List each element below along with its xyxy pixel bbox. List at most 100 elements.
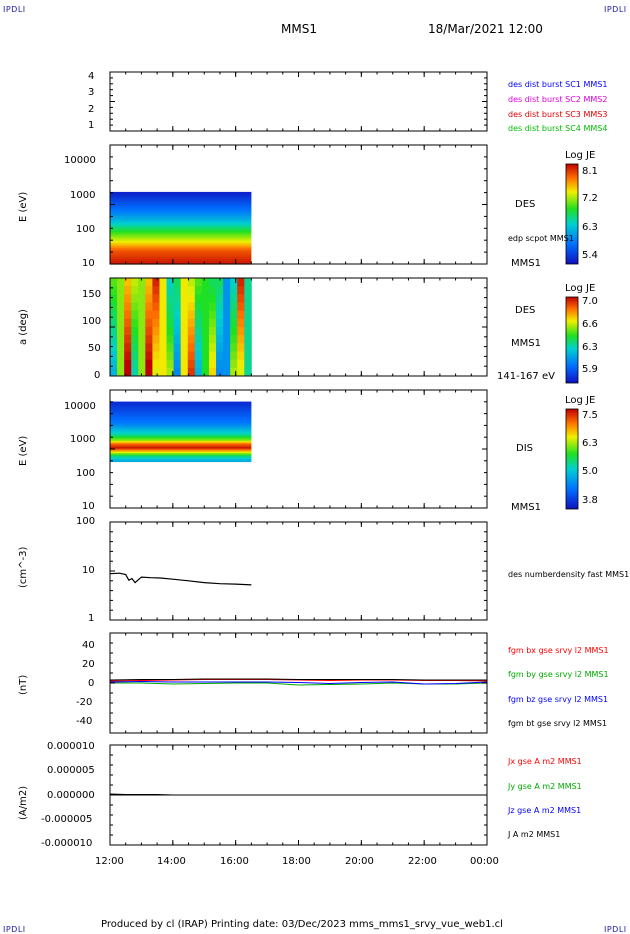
p2-spectrogram-band [110,211,252,215]
p3-pad-cell [159,327,167,336]
p3-pad-cell [110,335,118,344]
p2-spectrogram-band [110,245,252,249]
p3-pad-cell [230,343,238,352]
p3-pad-cell [138,294,146,303]
p3-pad-cell [173,343,182,352]
p3-pad-cell [152,278,160,287]
p4-spectrogram-band [110,427,252,430]
p3-pad-cell [124,278,132,287]
p3-pad-cell [131,302,139,312]
datetime-title: 18/Mar/2021 12:00 [428,22,543,36]
p3-pad-cell [216,351,224,361]
p4-spectrogram-band [110,437,252,440]
p3-pad-cell [180,343,189,352]
p4-right-label: DIS [516,443,533,454]
p3-pad-cell [138,335,146,344]
p2-spectrogram-band [110,247,252,251]
p3-pad-cell [173,302,182,312]
p2-spectrogram-band [110,236,252,240]
p3-pad-cell [223,294,231,303]
p3-pad-cell [216,343,224,352]
p3-pad-cell [216,318,224,328]
p3-cb-tick-2: 6.6 [582,319,598,330]
p3-pad-cell [244,278,252,287]
left-logo-text: IPDLI [3,5,26,14]
p3-pad-cell [244,286,252,295]
xtick-1800: 18:00 [282,856,311,867]
p3-cb-tick-max: 7.0 [582,296,598,307]
p3-pad-cell [208,327,217,336]
p3-pad-cell [230,278,238,287]
p4-spectrogram-band [110,406,252,409]
p3-pad-cell [110,310,118,320]
p6-ytick-20: 20 [82,659,95,670]
p3-pad-cell [237,367,245,377]
xtick-1200: 12:00 [95,856,124,867]
p3-pad-cell [152,294,160,303]
p3-ytick-0: 0 [94,370,101,381]
p3-ytick-100: 100 [82,316,102,327]
right-logo-text: IPDLI [604,5,627,14]
p3-pad-cell [194,343,203,352]
p4-spectrogram-band [110,456,252,460]
p3-pad-cell [180,294,189,303]
p3-pad-cell [216,359,224,369]
p4-spectrogram-band [110,433,252,436]
p3-pad-cell [230,294,238,303]
p3-pad-cell [138,318,146,328]
p2-cb-tick-3: 6.3 [582,222,598,233]
p3-pad-cell [187,367,196,377]
p3-pad-cell [117,359,125,369]
p2-spectrogram-band [110,262,252,265]
p4-ytick-10: 10 [82,501,95,512]
p4-spectrogram-band [110,448,252,451]
p2-spectrogram-band [110,233,252,236]
p3-pad-cell [138,343,146,352]
p3-pad-cell [124,310,132,320]
p3-pad-cell [223,343,231,352]
p3-pad-cell [187,359,196,369]
p3-pad-cell [159,318,167,328]
p3-pad-cell [110,318,118,328]
p6-legend-bt: fgm bt gse srvy l2 MMS1 [508,719,607,728]
p3-pad-cell [187,327,196,336]
p4-spectrogram-band [110,418,252,421]
p3-pad-cell [110,351,118,361]
p3-pad-cell [138,302,146,312]
p3-pad-cell [201,310,210,320]
p3-pad-cell [131,351,139,361]
p2-spectrogram-band [110,215,252,218]
p2-spectrogram-band [110,256,252,260]
footer-text: Produced by cl (IRAP) Printing date: 03/… [101,919,503,930]
p3-pad-cell [194,294,203,303]
p4-spectrogram-band [110,430,252,433]
p4-spectrogram-band [110,440,252,443]
p7-ytick-1: 0.000005 [47,765,95,776]
p4-cb-tick-2: 6.3 [582,438,598,449]
p3-pad-cell [180,318,189,328]
p3-pad-cell [216,310,224,320]
p2-spectrogram-band [110,258,252,261]
p3-pad-cell [166,286,175,295]
p5-ytick-1: 1 [88,613,95,624]
p2-spectrogram-band [110,213,252,216]
p2-spectrogram-band [110,217,252,220]
p2-spectrogram-band [110,220,252,224]
p3-pad-cell [180,302,189,312]
p4-spectrogram-band [110,459,252,463]
p6-ytick-0: 0 [88,678,95,689]
p3-pad-cell [138,286,146,295]
p3-pad-cell [110,286,118,295]
p3-pad-cell [223,367,231,377]
p3-pad-cell [131,327,139,336]
p7-current-line [109,793,252,796]
p3-pad-cell [237,343,245,352]
p2-spectrogram-band [110,222,252,225]
p3-pad-cell [194,286,203,295]
p4-spectrogram-band [110,455,252,458]
p3-pad-cell [201,294,210,303]
p4-spectrogram-band [110,401,252,404]
p3-pad-cell [117,327,125,336]
p3-right-sub: MMS1 [511,338,541,349]
p3-pad-cell [124,302,132,312]
